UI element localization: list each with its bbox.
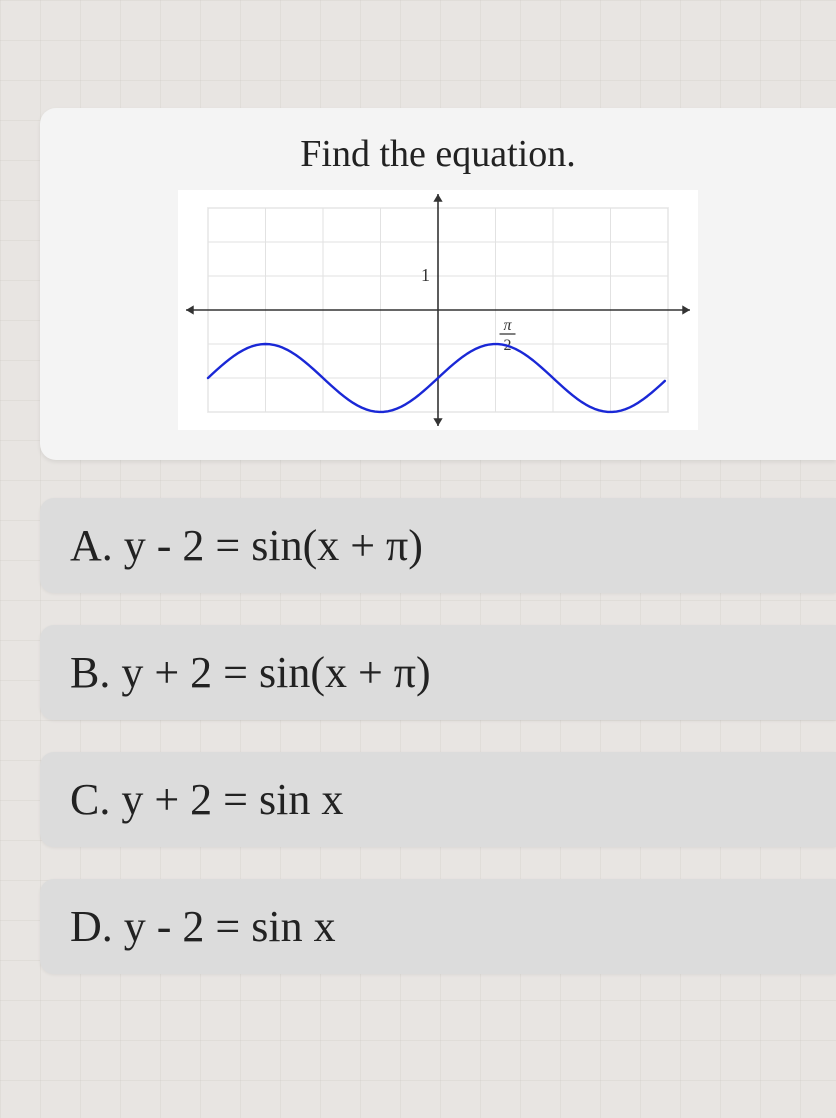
svg-text:1: 1	[421, 265, 430, 285]
question-title: Find the equation.	[60, 132, 816, 176]
equation-graph: 1π2	[178, 190, 698, 430]
svg-text:π: π	[503, 317, 512, 334]
answer-option-a[interactable]: A. y - 2 = sin(x + π)	[40, 498, 836, 593]
answer-option-d[interactable]: D. y - 2 = sin x	[40, 879, 836, 974]
answer-option-c[interactable]: C. y + 2 = sin x	[40, 752, 836, 847]
question-card: Find the equation. 1π2	[40, 108, 836, 460]
graph-area: 1π2	[60, 190, 816, 430]
answer-list: A. y - 2 = sin(x + π) B. y + 2 = sin(x +…	[40, 498, 836, 974]
answer-option-b[interactable]: B. y + 2 = sin(x + π)	[40, 625, 836, 720]
